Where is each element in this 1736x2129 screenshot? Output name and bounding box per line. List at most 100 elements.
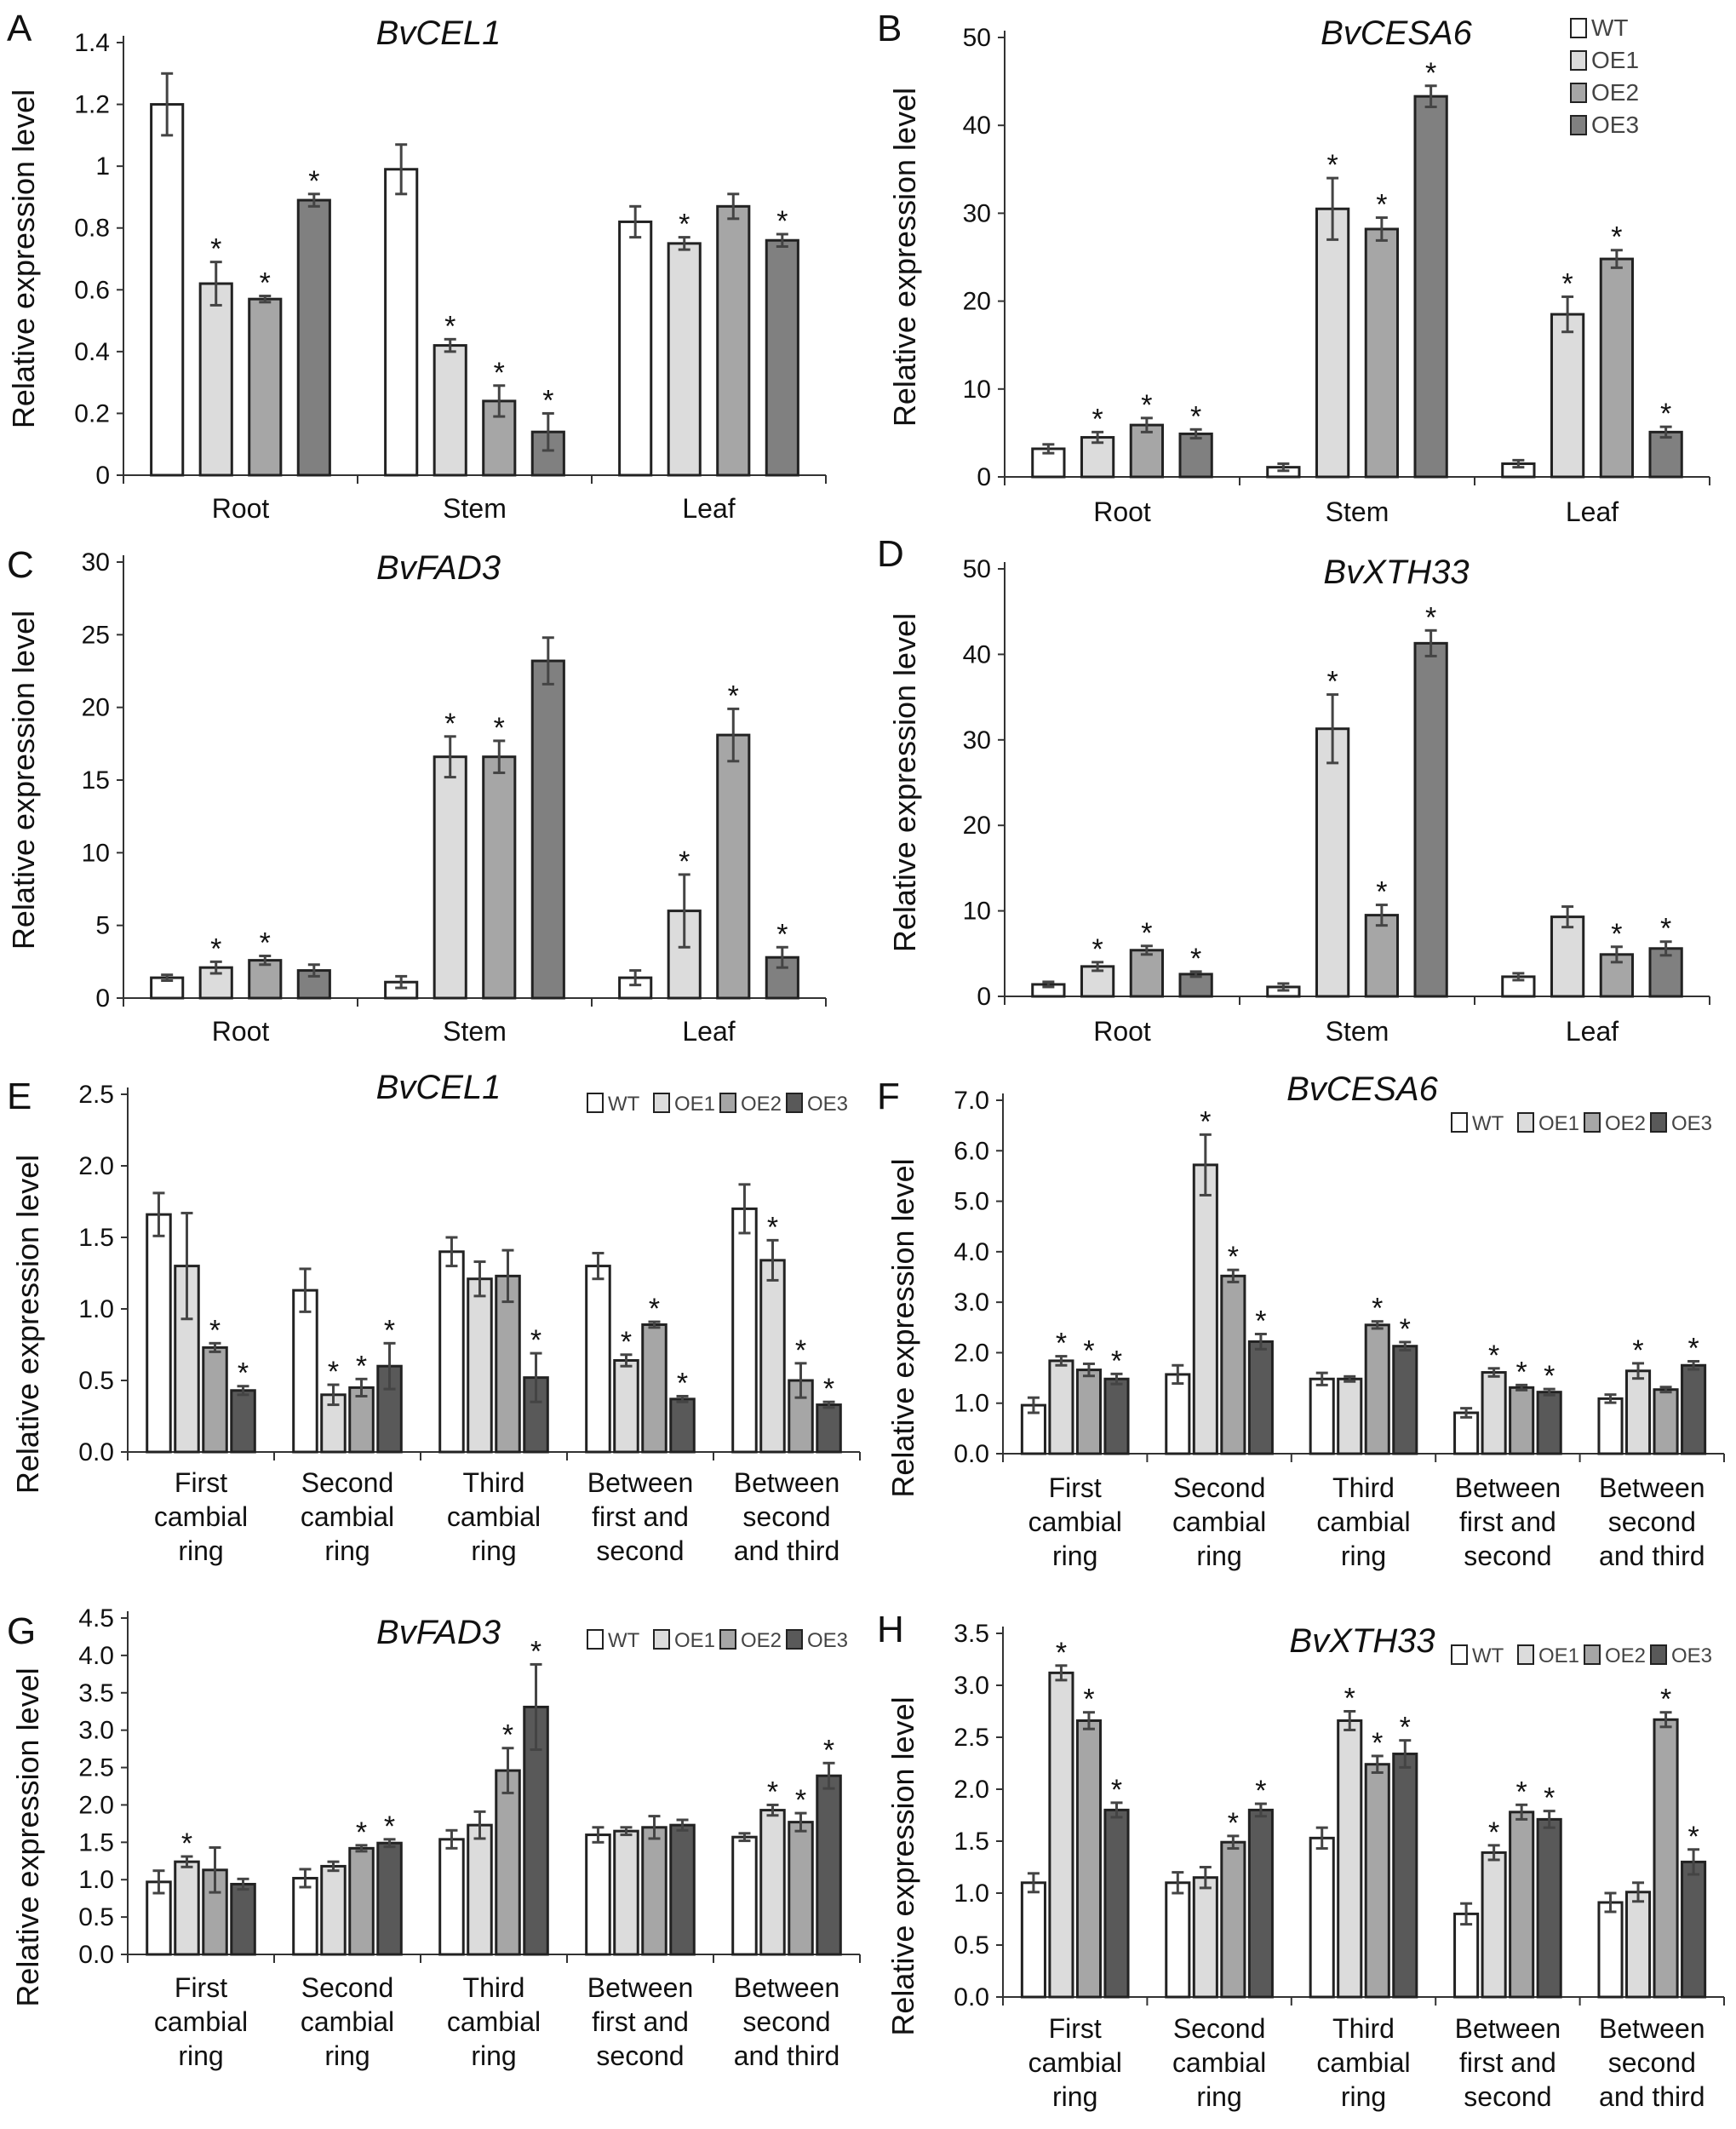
- significance-star: *: [1562, 267, 1573, 300]
- legend-swatch-oe2: [1570, 83, 1587, 103]
- category-label: Leaf: [682, 1016, 735, 1047]
- legend-swatch-oe3: [786, 1629, 803, 1650]
- significance-star: *: [210, 933, 221, 965]
- significance-star: *: [1255, 1305, 1266, 1337]
- bar-oe2: [202, 1346, 228, 1454]
- y-tick-label: 0: [977, 463, 991, 491]
- bar-wt: [1309, 1377, 1335, 1455]
- significance-star: *: [1660, 913, 1671, 945]
- legend-label: WT: [1472, 1112, 1504, 1135]
- bar-wt: [1453, 1912, 1480, 1999]
- category-label: cambial: [154, 1501, 248, 1532]
- y-tick-label: 2.0: [78, 1791, 114, 1819]
- category-label: ring: [178, 1535, 223, 1566]
- y-tick-label: 1.5: [78, 1224, 114, 1252]
- category-label: Between: [587, 1467, 694, 1498]
- category-label: cambial: [1028, 1506, 1122, 1537]
- bar-oe3: [765, 238, 799, 477]
- y-tick-label: 10: [82, 839, 110, 867]
- significance-star: *: [1660, 398, 1671, 430]
- legend-swatch-oe3: [1570, 115, 1587, 135]
- category-label: ring: [1196, 2081, 1241, 2112]
- bar-oe2: [248, 959, 283, 1000]
- significance-star: *: [1516, 1776, 1527, 1808]
- y-tick-label: 3.0: [954, 1672, 989, 1700]
- y-tick-label: 2.5: [954, 1724, 989, 1752]
- category-label: cambial: [1172, 2047, 1266, 2078]
- significance-star: *: [1372, 1727, 1383, 1759]
- significance-star: *: [494, 712, 505, 744]
- category-label: Between: [1455, 2013, 1561, 2044]
- bar-oe3: [1413, 95, 1448, 479]
- y-tick-label: 1: [95, 152, 110, 181]
- significance-star: *: [181, 1828, 192, 1860]
- y-tick-label: 1.0: [78, 1866, 114, 1894]
- y-tick-label: 1.0: [78, 1295, 114, 1323]
- bar-oe1: [1315, 207, 1350, 479]
- y-tick-label: 40: [963, 112, 991, 140]
- bar-wt: [150, 103, 185, 477]
- significance-star: *: [1632, 1334, 1643, 1367]
- category-label: second: [742, 2006, 830, 2037]
- bar-oe3: [1103, 1808, 1130, 1999]
- bar-oe3: [1392, 1753, 1418, 1999]
- category-label: cambial: [301, 2006, 394, 2037]
- category-label: second: [1608, 1506, 1696, 1537]
- panel-letter: G: [7, 1610, 36, 1652]
- bar-wt: [585, 1833, 611, 1956]
- category-label: Third: [1332, 1472, 1395, 1503]
- y-tick-label: 0.6: [74, 276, 110, 304]
- y-tick-label: 1.0: [954, 1390, 989, 1418]
- significance-star: *: [776, 918, 788, 950]
- chart-title: BvFAD3: [376, 1614, 501, 1651]
- significance-star: *: [1056, 1328, 1067, 1360]
- significance-star: *: [530, 1324, 541, 1357]
- bar-oe1: [759, 1809, 786, 1956]
- y-tick-label: 20: [963, 812, 991, 840]
- bar-oe3: [1536, 1391, 1562, 1455]
- significance-star: *: [767, 1776, 778, 1808]
- bar-oe1: [1481, 1851, 1507, 1999]
- significance-star: *: [1611, 918, 1622, 950]
- y-tick-label: 30: [963, 726, 991, 755]
- bar-oe1: [759, 1259, 786, 1454]
- bar-oe1: [467, 1823, 493, 1956]
- bar-oe1: [1192, 1163, 1218, 1455]
- significance-star: *: [1611, 221, 1622, 254]
- category-label: Between: [1599, 1472, 1705, 1503]
- panel-c: C BvFAD3 Relative expression level 0 5 10 15 20…: [6, 544, 827, 1047]
- bar-oe1: [1624, 1369, 1652, 1455]
- y-tick-label: 4.0: [78, 1642, 114, 1670]
- y-tick-label: 0: [977, 983, 991, 1011]
- significance-star: *: [542, 384, 553, 416]
- y-tick-label: 20: [82, 694, 110, 722]
- bar-oe1: [198, 282, 233, 477]
- significance-star: *: [1544, 1782, 1555, 1815]
- legend-swatch-oe3: [1650, 1112, 1667, 1133]
- panel-letter: H: [877, 1609, 904, 1650]
- significance-star: *: [1092, 933, 1103, 966]
- legend-swatch-oe2: [1584, 1644, 1601, 1665]
- y-tick-label: 3.5: [954, 1620, 989, 1648]
- bar-oe1: [1048, 1671, 1074, 1999]
- category-label: first and: [592, 2006, 689, 2037]
- category-label: ring: [1341, 2081, 1386, 2112]
- category-label: Root: [212, 1016, 270, 1047]
- significance-star: *: [677, 1367, 688, 1399]
- category-label: Leaf: [682, 493, 735, 524]
- y-tick-label: 1.5: [78, 1828, 114, 1856]
- bar-wt: [1165, 1373, 1191, 1455]
- category-label: cambial: [1028, 2047, 1122, 2078]
- chart-title: BvXTH33: [1289, 1622, 1435, 1660]
- bar-oe2: [1653, 1718, 1679, 1999]
- significance-star: *: [1190, 943, 1201, 975]
- category-label: Second: [301, 1972, 394, 2003]
- significance-star: *: [1141, 389, 1152, 422]
- category-label: Second: [301, 1467, 394, 1498]
- category-label: Between: [1455, 1472, 1561, 1503]
- bar-oe3: [1536, 1817, 1562, 1999]
- y-tick-label: 0.0: [954, 1440, 989, 1468]
- category-label: First: [1049, 2013, 1102, 2044]
- y-tick-label: 10: [963, 376, 991, 404]
- bar-oe2: [1364, 914, 1400, 998]
